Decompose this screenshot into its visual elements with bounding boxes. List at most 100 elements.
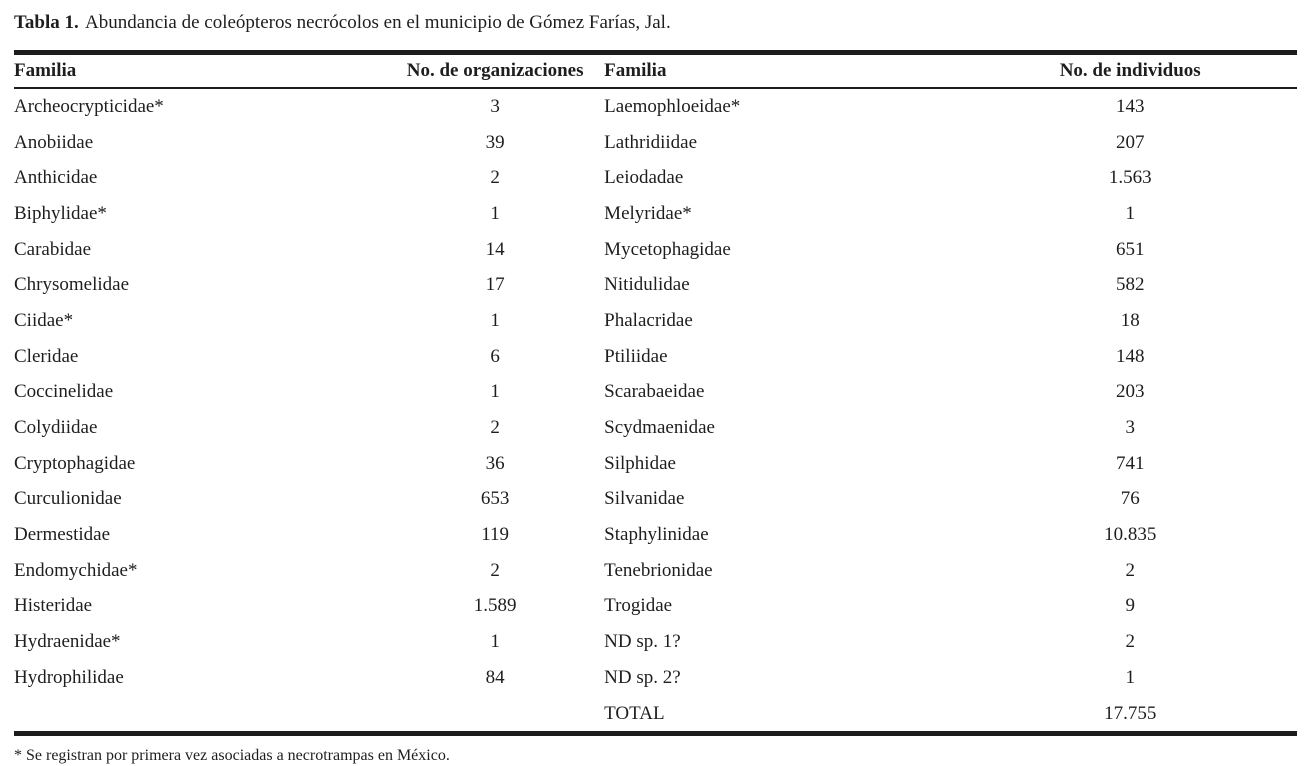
family-cell: Scydmaenidae: [604, 417, 715, 439]
table-row: Coccinelidae 1 Scarabaeidae 203: [14, 375, 1297, 411]
count-cell: 9: [1125, 595, 1135, 617]
count-cell: 1: [490, 309, 500, 331]
family-cell: Scarabaeidae: [604, 381, 705, 403]
count-cell: 76: [1120, 488, 1140, 510]
count-cell: 3: [490, 95, 500, 117]
count-cell: 582: [1115, 274, 1145, 296]
count-cell: [386, 696, 604, 734]
family-cell: Staphylinidae: [604, 524, 709, 546]
table-row: Endomychidae* 2 Tenebrionidae 2: [14, 553, 1297, 589]
table-row: Archeocrypticidae* 3 Laemophloeidae* 143: [14, 88, 1297, 125]
count-cell: 653: [480, 488, 510, 510]
count-cell: 1.563: [1108, 167, 1152, 189]
family-cell: Carabidae: [14, 238, 92, 260]
count-cell: 10.835: [1104, 524, 1157, 546]
family-cell: Silvanidae: [604, 488, 685, 510]
table-row: Curculionidae 653 Silvanidae 76: [14, 482, 1297, 518]
abundance-table: Familia No. de organizaciones Familia No…: [14, 50, 1297, 737]
family-cell: Silphidae: [604, 452, 676, 474]
table-row: Hydrophilidae 84 ND sp. 2? 1: [14, 660, 1297, 696]
count-cell: 1: [1125, 666, 1135, 688]
table-caption-text: Abundancia de coleópteros necrócolos en …: [85, 12, 671, 33]
family-cell: Ciidae*: [14, 309, 74, 331]
family-cell: Anobiidae: [14, 131, 94, 153]
count-cell: 741: [1115, 452, 1145, 474]
family-cell: Ptiliidae: [604, 345, 668, 367]
count-cell: 2: [490, 167, 500, 189]
table-footnote: * Se registran por primera vez asociadas…: [14, 747, 450, 765]
family-cell: Lathridiidae: [604, 131, 698, 153]
header-row: Familia No. de organizaciones Familia No…: [14, 53, 1297, 88]
table-row: Cryptophagidae 36 Silphidae 741: [14, 446, 1297, 482]
table-row: Ciidae* 1 Phalacridae 18: [14, 303, 1297, 339]
count-cell: 2: [1125, 559, 1135, 581]
family-cell: Melyridae*: [604, 202, 692, 224]
table-row: Dermestidae 119 Staphylinidae 10.835: [14, 517, 1297, 553]
table-body: Archeocrypticidae* 3 Laemophloeidae* 143 Ano…: [14, 88, 1297, 734]
family-cell: Chrysomelidae: [14, 274, 130, 296]
col-header-individuos: No. de individuos: [1059, 60, 1201, 81]
count-cell: 18: [1120, 309, 1140, 331]
family-cell: Hydraenidae*: [14, 631, 121, 653]
count-cell: 1: [490, 631, 500, 653]
count-cell: 17: [485, 274, 505, 296]
table-row: Biphylidae* 1 Melyridae* 1: [14, 196, 1297, 232]
count-cell: 84: [485, 666, 505, 688]
table-row: Hydraenidae* 1 ND sp. 1? 2: [14, 624, 1297, 660]
count-cell: 1: [1125, 202, 1135, 224]
count-cell: 17.755: [1104, 702, 1157, 724]
count-cell: 148: [1115, 345, 1145, 367]
count-cell: 651: [1115, 238, 1145, 260]
table-row: Cleridae 6 Ptiliidae 148: [14, 339, 1297, 375]
count-cell: 3: [1125, 417, 1135, 439]
count-cell: 119: [481, 524, 510, 546]
family-cell: ND sp. 2?: [604, 666, 681, 688]
family-cell: ND sp. 1?: [604, 631, 681, 653]
family-cell: Nitidulidae: [604, 274, 690, 296]
count-cell: 1.589: [473, 595, 517, 617]
col-header-familia-left: Familia: [14, 60, 77, 81]
family-cell: Biphylidae*: [14, 202, 107, 224]
count-cell: 39: [485, 131, 505, 153]
table-row: Histeridae 1.589 Trogidae 9: [14, 589, 1297, 625]
family-cell: Tenebrionidae: [604, 559, 713, 581]
family-cell: Endomychidae*: [14, 559, 138, 581]
table-row: Colydiidae 2 Scydmaenidae 3: [14, 410, 1297, 446]
count-cell: 2: [490, 417, 500, 439]
family-cell: Mycetophagidae: [604, 238, 731, 260]
family-cell: Leiodadae: [604, 167, 684, 189]
family-cell: Trogidae: [604, 595, 673, 617]
table-row: Anthicidae 2 Leiodadae 1.563: [14, 160, 1297, 196]
table-row: TOTAL 17.755: [14, 696, 1297, 734]
count-cell: 207: [1115, 131, 1145, 153]
table-row: Carabidae 14 Mycetophagidae 651: [14, 232, 1297, 268]
count-cell: 143: [1115, 95, 1145, 117]
count-cell: 14: [485, 238, 505, 260]
count-cell: 1: [490, 381, 500, 403]
count-cell: 203: [1115, 381, 1145, 403]
family-cell: Laemophloeidae*: [604, 95, 741, 117]
table-row: Anobiidae 39 Lathridiidae 207: [14, 125, 1297, 161]
count-cell: 1: [490, 202, 500, 224]
family-cell: TOTAL: [604, 702, 665, 724]
table-row: Chrysomelidae 17 Nitidulidae 582: [14, 267, 1297, 303]
count-cell: 2: [1125, 631, 1135, 653]
family-cell: Histeridae: [14, 595, 93, 617]
table-caption-label: Tabla 1.: [14, 12, 79, 33]
family-cell: Archeocrypticidae*: [14, 95, 164, 117]
family-cell: Cleridae: [14, 345, 79, 367]
count-cell: 36: [485, 452, 505, 474]
family-cell: Phalacridae: [604, 309, 693, 331]
col-header-organizaciones: No. de organizaciones: [406, 60, 584, 81]
family-cell: Hydrophilidae: [14, 666, 124, 688]
col-header-familia-right: Familia: [604, 60, 667, 81]
family-cell: Cryptophagidae: [14, 452, 136, 474]
family-cell: Colydiidae: [14, 417, 98, 439]
family-cell: Coccinelidae: [14, 381, 114, 403]
count-cell: 6: [490, 345, 500, 367]
count-cell: 2: [490, 559, 500, 581]
family-cell: Anthicidae: [14, 167, 98, 189]
table-caption: Tabla 1. Abundancia de coleópteros necróc…: [14, 10, 1297, 36]
family-cell: Curculionidae: [14, 488, 122, 510]
